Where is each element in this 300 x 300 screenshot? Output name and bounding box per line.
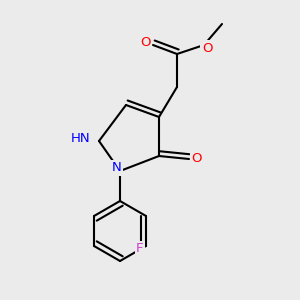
Text: HN: HN [70, 131, 90, 145]
Text: N: N [112, 161, 122, 175]
Text: F: F [136, 242, 144, 256]
Text: O: O [202, 41, 212, 55]
Text: O: O [140, 35, 151, 49]
Text: O: O [191, 152, 202, 166]
